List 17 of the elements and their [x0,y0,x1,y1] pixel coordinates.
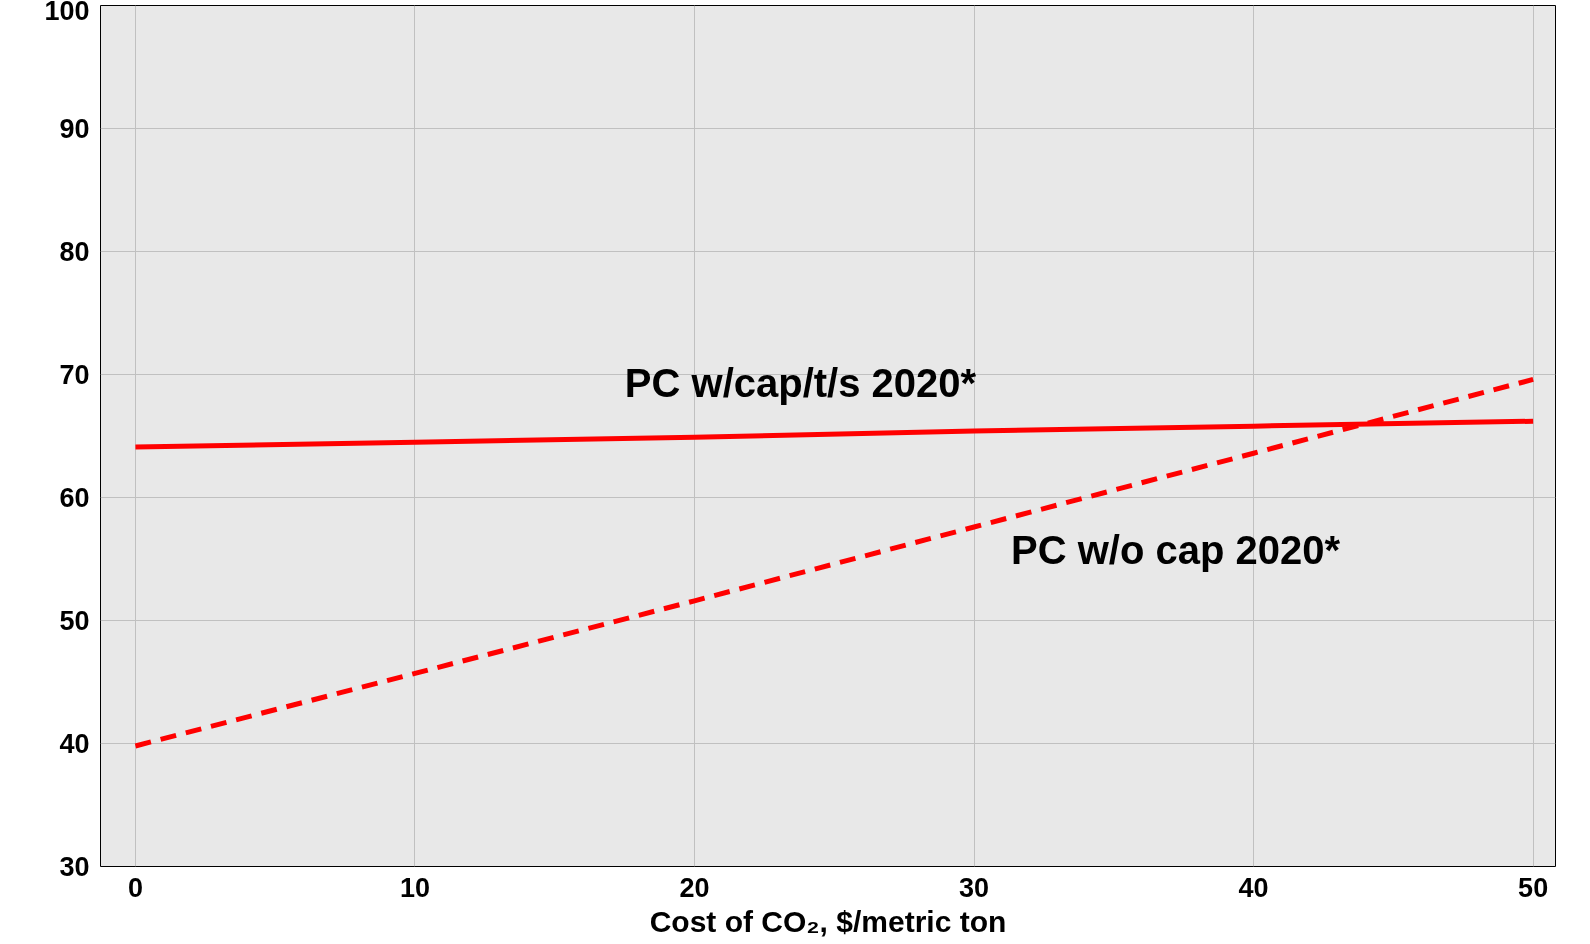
y-tick-label: 80 [59,237,90,267]
y-tick-label: 90 [59,114,90,144]
y-tick-label: 50 [59,606,90,636]
x-tick-label: 40 [1238,872,1269,903]
y-tick-label: 100 [44,0,90,26]
x-tick-label: 10 [399,872,431,903]
y-tick-label: 60 [59,483,90,513]
x-tick-label: 20 [679,872,710,903]
y-tick-label: 40 [59,729,90,759]
x-tick-label: 30 [959,872,990,903]
x-tick-label: 50 [1518,872,1549,903]
x-tick-label: 0 [127,872,143,903]
annotation: PC w/o cap 2020* [1010,527,1341,572]
y-tick-label: 70 [59,360,90,390]
annotation: PC w/cap/t/s 2020* [624,360,977,405]
x-axis-title: Cost of CO₂, $/metric ton [649,904,1007,938]
y-tick-label: 30 [59,852,90,882]
